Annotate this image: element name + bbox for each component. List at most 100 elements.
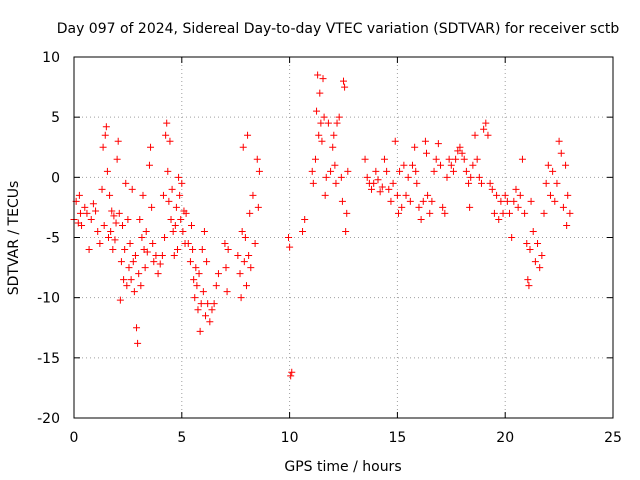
data-point [158, 252, 166, 260]
data-point [465, 179, 473, 187]
data-point [408, 161, 416, 169]
data-point [242, 282, 250, 290]
data-point [473, 155, 481, 163]
data-point [135, 270, 143, 278]
data-point [320, 113, 328, 121]
data-point [110, 212, 118, 220]
data-point [81, 203, 89, 211]
data-point [378, 183, 386, 191]
data-point [168, 185, 176, 193]
data-point [251, 240, 259, 248]
data-point [424, 191, 432, 199]
y-axis-label: SDTVAR / TECUs [6, 181, 22, 296]
data-point [163, 119, 171, 127]
data-point [214, 270, 222, 278]
data-point [308, 167, 316, 175]
data-point [311, 155, 319, 163]
y-tick-label: 10 [42, 50, 60, 66]
data-point [329, 143, 337, 151]
data-point [466, 203, 474, 211]
data-point [192, 264, 200, 272]
data-point [210, 300, 218, 308]
data-point [288, 368, 296, 376]
data-point [319, 75, 327, 83]
chart-title: Day 097 of 2024, Sidereal Day-to-day VTE… [57, 21, 620, 37]
data-point [471, 131, 479, 139]
data-point [340, 77, 347, 85]
data-point [529, 227, 537, 235]
data-point [391, 137, 399, 145]
data-point [106, 191, 114, 199]
data-point [246, 209, 254, 217]
data-point [344, 167, 352, 175]
data-point [330, 131, 338, 139]
data-point [482, 119, 490, 127]
data-point [441, 209, 449, 217]
data-point [497, 197, 505, 205]
data-point [525, 282, 533, 290]
data-point [331, 161, 339, 169]
data-point [327, 167, 335, 175]
data-point [167, 215, 175, 223]
data-point [198, 246, 206, 254]
data-point [179, 227, 187, 235]
data-point [184, 240, 192, 248]
data-point [287, 372, 295, 380]
data-point [316, 89, 324, 97]
data-point [156, 260, 164, 268]
data-point [100, 221, 108, 229]
data-point [439, 203, 447, 211]
data-point [385, 185, 393, 193]
data-point [506, 209, 514, 217]
data-point [190, 276, 198, 284]
data-point [186, 258, 194, 266]
data-point [437, 161, 445, 169]
data-point [130, 288, 138, 296]
data-point [376, 188, 384, 196]
data-point [557, 149, 565, 157]
data-point [419, 197, 427, 205]
data-point [370, 179, 378, 187]
data-point [526, 246, 534, 254]
data-point [222, 264, 230, 272]
data-point [206, 318, 214, 326]
data-point [544, 161, 552, 169]
data-point [255, 167, 263, 175]
data-point [521, 209, 529, 217]
data-point [551, 197, 559, 205]
axis-ticks: 0 5 10 15 20 25 -20 -15 -10 -5 0 5 10 [37, 50, 622, 446]
data-point [333, 119, 341, 127]
data-point [247, 264, 255, 272]
data-point [178, 179, 186, 187]
data-point [107, 227, 115, 235]
data-point [164, 167, 172, 175]
data-point [499, 209, 507, 217]
data-point [123, 282, 131, 290]
data-point [286, 243, 294, 251]
data-point [412, 167, 420, 175]
data-point [462, 167, 470, 175]
data-point [173, 246, 181, 254]
x-tick-label: 10 [281, 430, 299, 446]
data-point [555, 137, 563, 145]
data-point [177, 215, 185, 223]
data-point [335, 113, 343, 121]
data-point [249, 191, 257, 199]
data-point [523, 240, 531, 248]
data-point [443, 173, 451, 181]
data-point [175, 173, 183, 181]
data-point [127, 276, 135, 284]
data-point [166, 137, 174, 145]
data-point [389, 179, 397, 187]
data-point [318, 137, 326, 145]
data-point [171, 221, 179, 229]
data-point [98, 185, 106, 193]
data-point [137, 282, 145, 290]
data-point [238, 227, 246, 235]
data-point [475, 173, 483, 181]
data-point [398, 203, 406, 211]
data-point [380, 155, 388, 163]
data-point [317, 119, 325, 127]
data-point [452, 155, 460, 163]
data-point [89, 200, 97, 208]
